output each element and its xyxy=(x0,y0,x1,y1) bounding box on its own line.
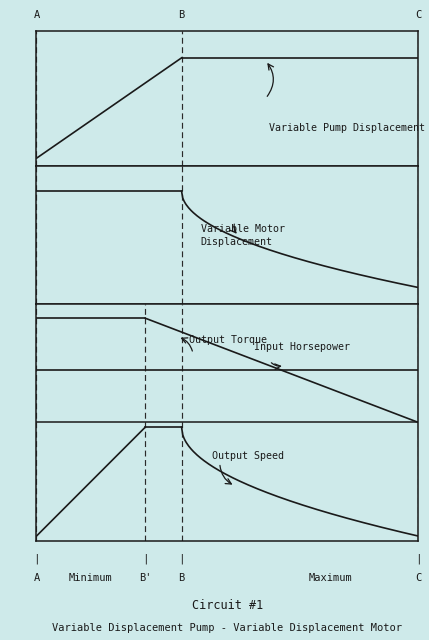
Text: |: | xyxy=(142,554,149,564)
Text: Variable Pump Displacement: Variable Pump Displacement xyxy=(269,123,426,133)
Text: Variable Displacement Pump - Variable Displacement Motor: Variable Displacement Pump - Variable Di… xyxy=(52,623,402,633)
Text: A: A xyxy=(33,573,39,584)
Text: B: B xyxy=(178,573,184,584)
Text: C: C xyxy=(415,10,421,20)
Text: Maximum: Maximum xyxy=(308,573,352,584)
Text: |: | xyxy=(415,554,422,564)
Text: A: A xyxy=(33,10,39,20)
Text: B: B xyxy=(178,10,184,20)
Text: Input Horsepower: Input Horsepower xyxy=(254,342,350,352)
Text: C: C xyxy=(415,573,421,584)
Text: Output Speed: Output Speed xyxy=(212,451,284,461)
Text: |: | xyxy=(33,554,40,564)
Text: |: | xyxy=(178,554,185,564)
Text: Variable Motor
Displacement: Variable Motor Displacement xyxy=(201,224,285,248)
Text: Circuit #1: Circuit #1 xyxy=(192,599,263,612)
Text: B': B' xyxy=(139,573,151,584)
Text: Minimum: Minimum xyxy=(69,573,113,584)
Text: Output Torque: Output Torque xyxy=(189,335,267,345)
